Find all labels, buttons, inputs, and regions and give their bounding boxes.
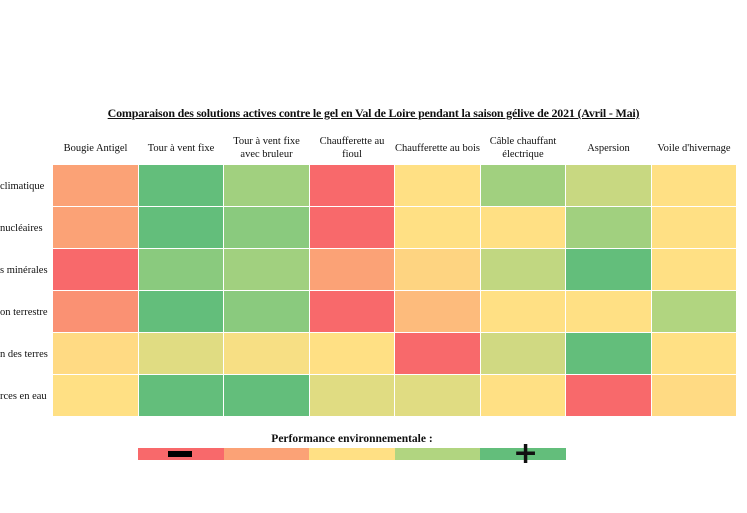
heatmap-cell	[224, 249, 310, 291]
heatmap-cell	[566, 249, 652, 291]
row-label-container: nucléaires	[0, 207, 51, 249]
row-label-container: n des terres	[0, 333, 51, 375]
heatmap-cell	[651, 165, 737, 207]
row-label: nucléaires	[0, 222, 43, 234]
heatmap-cell	[395, 291, 481, 333]
heatmap-cell	[566, 207, 652, 249]
heatmap-cell	[53, 165, 139, 207]
heatmap-cell	[138, 165, 224, 207]
heatmap-cell	[651, 291, 737, 333]
legend-swatch	[480, 448, 566, 460]
heatmap-cell	[651, 375, 737, 417]
heatmap-cell	[566, 375, 652, 417]
row-label: n des terres	[0, 348, 48, 360]
heatmap-cell	[309, 165, 395, 207]
heatmap-cell	[224, 333, 310, 375]
legend-minus-icon	[168, 451, 192, 457]
heatmap-cell	[395, 333, 481, 375]
row-label: on terrestre	[0, 306, 48, 318]
legend-plus-icon: +	[513, 436, 539, 471]
heatmap-cell	[309, 375, 395, 417]
heatmap-cell	[566, 333, 652, 375]
legend-swatch	[309, 448, 395, 460]
heatmap-cell	[651, 207, 737, 249]
row-label-container: rces en eau	[0, 375, 51, 417]
heatmap-cell	[138, 207, 224, 249]
column-header: Chaufferette au fioul	[319, 136, 385, 160]
heatmap-cell	[53, 291, 139, 333]
heatmap-cell	[480, 165, 566, 207]
column-header: Tour à vent fixe avec bruleur	[233, 136, 300, 160]
row-label-container: climatique	[0, 165, 51, 207]
heatmap-cell	[138, 375, 224, 417]
column-header: Voile d'hivernage	[657, 142, 731, 154]
heatmap-cell	[566, 291, 652, 333]
heatmap-cell	[480, 249, 566, 291]
heatmap-cell	[224, 375, 310, 417]
column-header: Aspersion	[587, 142, 630, 154]
heatmap-cell	[309, 249, 395, 291]
heatmap-cell	[53, 375, 139, 417]
row-label-container: on terrestre	[0, 291, 51, 333]
chart-title: Comparaison des solutions actives contre…	[107, 106, 640, 120]
column-header: Bougie Antigel	[63, 142, 128, 154]
legend-title: Performance environnementale :	[271, 433, 433, 445]
heatmap-cell	[138, 333, 224, 375]
heatmap-cell	[53, 249, 139, 291]
heatmap-cell	[309, 291, 395, 333]
legend-swatch	[394, 448, 481, 460]
heatmap-cell	[309, 333, 395, 375]
heatmap-cell	[309, 207, 395, 249]
heatmap-cell	[224, 207, 310, 249]
heatmap-cell	[395, 249, 481, 291]
row-label: s minérales	[0, 264, 48, 276]
heatmap-cell	[138, 291, 224, 333]
heatmap-cell	[224, 291, 310, 333]
heatmap-cell	[53, 333, 139, 375]
heatmap-cell	[480, 291, 566, 333]
heatmap-cell	[480, 333, 566, 375]
column-header: Chaufferette au bois	[395, 142, 480, 154]
heatmap-cell	[566, 165, 652, 207]
heatmap-cell	[480, 375, 566, 417]
column-header: Câble chauffant électrique	[489, 136, 557, 160]
heatmap-cell	[138, 249, 224, 291]
heatmap-cell	[651, 249, 737, 291]
heatmap-cell	[651, 333, 737, 375]
heatmap-cell	[480, 207, 566, 249]
row-label: climatique	[0, 180, 45, 192]
row-label: rces en eau	[0, 390, 47, 402]
heatmap-cell	[53, 207, 139, 249]
heatmap-cell	[395, 165, 481, 207]
heatmap-cell	[224, 165, 310, 207]
heatmap-cell	[395, 207, 481, 249]
column-header: Tour à vent fixe	[147, 142, 215, 154]
legend-swatch	[223, 448, 310, 460]
row-label-container: s minérales	[0, 249, 51, 291]
heatmap-cell	[395, 375, 481, 417]
